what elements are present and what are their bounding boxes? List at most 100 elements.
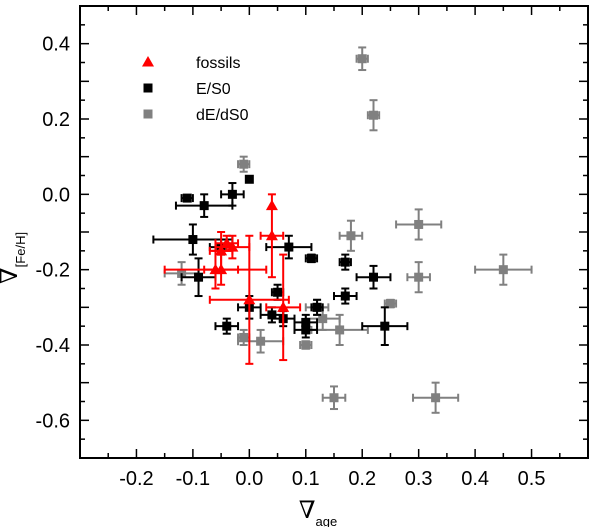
data-point <box>383 298 398 309</box>
series-de-ds0 <box>163 46 533 414</box>
data-point <box>474 253 533 286</box>
point-marker <box>265 229 278 241</box>
data-point <box>355 46 369 72</box>
point-marker <box>277 301 290 312</box>
data-point <box>355 264 392 290</box>
point-marker <box>226 241 239 252</box>
point-marker <box>414 219 424 229</box>
point-marker <box>215 244 228 256</box>
data-point <box>361 306 409 346</box>
point-marker <box>306 253 316 263</box>
y-tick-label: -0.4 <box>36 335 70 357</box>
data-point <box>406 261 431 294</box>
data-point <box>220 182 245 207</box>
point-marker <box>188 235 198 245</box>
legend-item: E/S0 <box>143 81 231 98</box>
data-point <box>321 385 347 411</box>
point-marker <box>301 325 311 335</box>
data-point <box>237 328 285 354</box>
legend-marker <box>143 109 153 119</box>
data-point <box>412 381 460 414</box>
data-point <box>237 328 251 346</box>
point-marker <box>256 336 266 346</box>
x-axis-ticks: -0.2 -0.1 0.0 0.1 0.2 0.3 0.4 0.5 <box>107 6 561 490</box>
data-point <box>293 321 319 339</box>
x-axis-label: ∇age <box>299 496 337 527</box>
x-tick-label: 0.0 <box>235 468 263 490</box>
plot-frame <box>79 5 589 459</box>
legend-label: E/S0 <box>196 81 231 98</box>
point-marker <box>227 189 237 199</box>
point-marker <box>194 272 204 282</box>
y-tick-label: 0.2 <box>42 109 70 131</box>
point-marker <box>318 314 328 324</box>
point-marker <box>357 54 367 64</box>
data-point <box>203 253 240 286</box>
legend-marker <box>143 83 153 93</box>
series-fossils <box>163 193 302 365</box>
point-marker <box>301 340 311 350</box>
data-point <box>237 155 251 173</box>
x-tick-label: 0.2 <box>348 468 376 490</box>
point-marker <box>222 321 232 331</box>
data-point <box>214 317 240 335</box>
data-point <box>208 234 290 365</box>
data-point <box>299 340 313 350</box>
legend: fossils E/S0 dE/dS0 <box>142 55 249 124</box>
x-tick-label: -0.1 <box>176 468 210 490</box>
point-marker <box>220 237 233 248</box>
data-point <box>338 253 352 271</box>
point-marker <box>284 242 294 252</box>
legend-label: fossils <box>196 55 240 72</box>
data-point <box>180 257 217 298</box>
y-tick-label: 0.0 <box>42 184 70 206</box>
x-tick-label: 0.1 <box>292 468 320 490</box>
point-marker <box>244 174 254 184</box>
y-tick-label: -0.2 <box>36 260 70 282</box>
point-marker <box>335 325 345 335</box>
point-marker <box>369 272 379 282</box>
data-point <box>174 193 234 218</box>
data-point <box>244 174 254 184</box>
point-marker <box>380 321 390 331</box>
data-point <box>265 253 302 362</box>
data-point <box>333 287 358 305</box>
x-tick-label: 0.4 <box>461 468 489 490</box>
legend-marker <box>142 56 154 67</box>
data-point <box>395 208 443 241</box>
x-tick-label: -0.2 <box>119 468 153 490</box>
legend-label: dE/dS0 <box>196 107 249 124</box>
point-marker <box>414 272 424 282</box>
point-marker <box>215 263 228 275</box>
data-point <box>304 253 319 264</box>
point-marker <box>385 299 395 309</box>
point-marker <box>312 302 322 312</box>
point-marker <box>273 287 283 297</box>
data-point <box>180 193 194 203</box>
x-tick-label: 0.5 <box>518 468 546 490</box>
y-tick-label: -0.6 <box>36 410 70 432</box>
point-marker <box>431 393 441 403</box>
point-marker <box>243 293 256 305</box>
data-points <box>152 46 533 414</box>
point-marker <box>340 291 350 301</box>
point-marker <box>340 257 350 267</box>
y-axis-label: ∇[Fe/H] <box>0 232 28 284</box>
point-marker <box>346 231 356 241</box>
point-marker <box>239 159 249 169</box>
point-marker <box>369 110 379 120</box>
point-marker <box>182 193 192 203</box>
point-marker <box>199 201 209 211</box>
y-tick-label: 0.4 <box>42 34 70 56</box>
data-point <box>265 234 313 260</box>
x-tick-label: 0.3 <box>405 468 433 490</box>
point-marker <box>239 332 249 342</box>
y-axis-ticks: -0.6 -0.4 -0.2 0.0 0.2 0.4 <box>36 5 588 459</box>
legend-item: fossils <box>142 55 240 72</box>
data-point <box>338 219 364 252</box>
point-marker <box>498 265 508 275</box>
series-e-s0 <box>152 174 409 346</box>
point-marker <box>329 393 339 403</box>
data-point <box>310 298 324 316</box>
